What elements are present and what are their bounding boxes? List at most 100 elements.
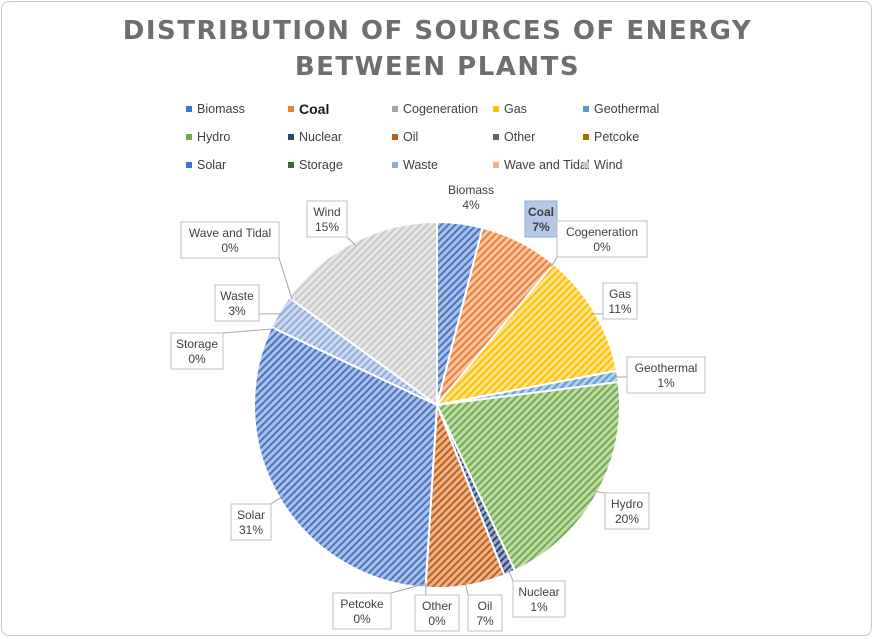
legend-label: Biomass [197, 102, 245, 116]
data-label-value: 3% [228, 304, 246, 318]
legend-swatch [493, 162, 499, 168]
data-label-name: Solar [237, 508, 265, 522]
data-label-value: 0% [353, 612, 371, 626]
legend-label: Other [504, 130, 536, 144]
leader-line-cogeneration [550, 256, 558, 268]
legend-swatch [186, 106, 192, 112]
data-label-name: Wave and Tidal [189, 226, 271, 240]
leader-line-hydro [593, 490, 606, 494]
legend-label: Coal [299, 101, 330, 117]
data-label-name: Other [422, 599, 452, 613]
data-label-value: 0% [221, 241, 239, 255]
legend-swatch [392, 162, 398, 168]
leader-line-oil [464, 581, 469, 596]
data-label-name: Hydro [611, 497, 643, 511]
data-label-value: 0% [593, 240, 611, 254]
legend-label: Oil [403, 130, 419, 144]
data-label-value: 1% [530, 600, 548, 614]
legend-item-oil[interactable]: Oil [392, 129, 418, 145]
legend-label: Hydro [197, 130, 231, 144]
legend-swatch [288, 106, 294, 112]
legend-item-wind[interactable]: Wind [583, 157, 622, 173]
legend-item-coal[interactable]: Coal [288, 101, 329, 117]
legend-label: Wave and Tidal [504, 158, 590, 172]
legend-label: Waste [403, 158, 438, 172]
leader-line-petcoke [390, 583, 426, 594]
legend-swatch [583, 106, 589, 112]
chart-title-line-2: BETWEEN PLANTS [294, 52, 581, 82]
data-label-value: 4% [462, 198, 480, 212]
data-label-name: Biomass [448, 183, 494, 197]
legend-swatch [392, 134, 398, 140]
legend-item-nuclear[interactable]: Nuclear [288, 129, 342, 145]
data-label-value: 0% [188, 352, 206, 366]
data-label-name: Coal [528, 205, 554, 219]
legend-swatch [186, 162, 192, 168]
legend-label: Cogeneration [403, 102, 479, 116]
legend-swatch [186, 134, 192, 140]
leader-line-solar [270, 495, 284, 505]
legend-label: Storage [299, 158, 343, 172]
legend-label: Wind [594, 158, 623, 172]
legend-item-solar[interactable]: Solar [186, 157, 226, 173]
legend-item-petcoke[interactable]: Petcoke [583, 129, 639, 145]
legend-item-geothermal[interactable]: Geothermal [583, 101, 659, 117]
legend-swatch [288, 162, 294, 168]
pie-slice-wind[interactable] [287, 220, 438, 407]
legend-swatch [493, 106, 499, 112]
data-label-name: Storage [176, 337, 218, 351]
data-label-value: 15% [315, 220, 339, 234]
legend-swatch [493, 134, 499, 140]
pie-slice-gas[interactable] [434, 262, 618, 407]
data-label-name: Waste [220, 289, 254, 303]
legend-item-other[interactable]: Other [493, 129, 535, 145]
legend-item-storage[interactable]: Storage [288, 157, 343, 173]
data-label-name: Oil [478, 599, 493, 613]
legend-label: Geothermal [594, 102, 660, 116]
pie-slice-hydro[interactable] [435, 380, 621, 572]
data-label-name: Geothermal [635, 361, 698, 375]
legend-swatch [583, 162, 589, 168]
legend-item-biomass[interactable]: Biomass [186, 101, 245, 117]
data-label-value: 7% [532, 220, 550, 234]
legend-item-waste[interactable]: Waste [392, 157, 438, 173]
legend-label: Nuclear [299, 130, 343, 144]
data-label-name: Cogeneration [566, 225, 638, 239]
legend-label: Gas [504, 102, 527, 116]
data-label-name: Wind [313, 205, 340, 219]
data-label-name: Petcoke [340, 597, 384, 611]
legend-item-gas[interactable]: Gas [493, 101, 527, 117]
data-label-value: 7% [476, 614, 494, 628]
legend-swatch [583, 134, 589, 140]
legend-item-wave-and-tidal[interactable]: Wave and Tidal [493, 157, 590, 173]
data-label-value: 0% [428, 614, 446, 628]
chart-title-line-1: DISTRIBUTION OF SOURCES OF ENERGY [122, 16, 753, 46]
legend-item-hydro[interactable]: Hydro [186, 129, 230, 145]
data-label-value: 11% [608, 302, 631, 316]
data-label-value: 1% [657, 376, 675, 390]
data-label-value: 20% [615, 512, 639, 526]
legend-item-cogeneration[interactable]: Cogeneration [392, 101, 478, 117]
legend-label: Solar [197, 158, 227, 172]
legend-swatch [392, 106, 398, 112]
leader-line-wave-and-tidal [278, 257, 293, 300]
data-label-name: Nuclear [518, 585, 559, 599]
data-label-value: 31% [239, 523, 263, 537]
leader-line-storage [222, 328, 276, 334]
legend-swatch [288, 134, 294, 140]
